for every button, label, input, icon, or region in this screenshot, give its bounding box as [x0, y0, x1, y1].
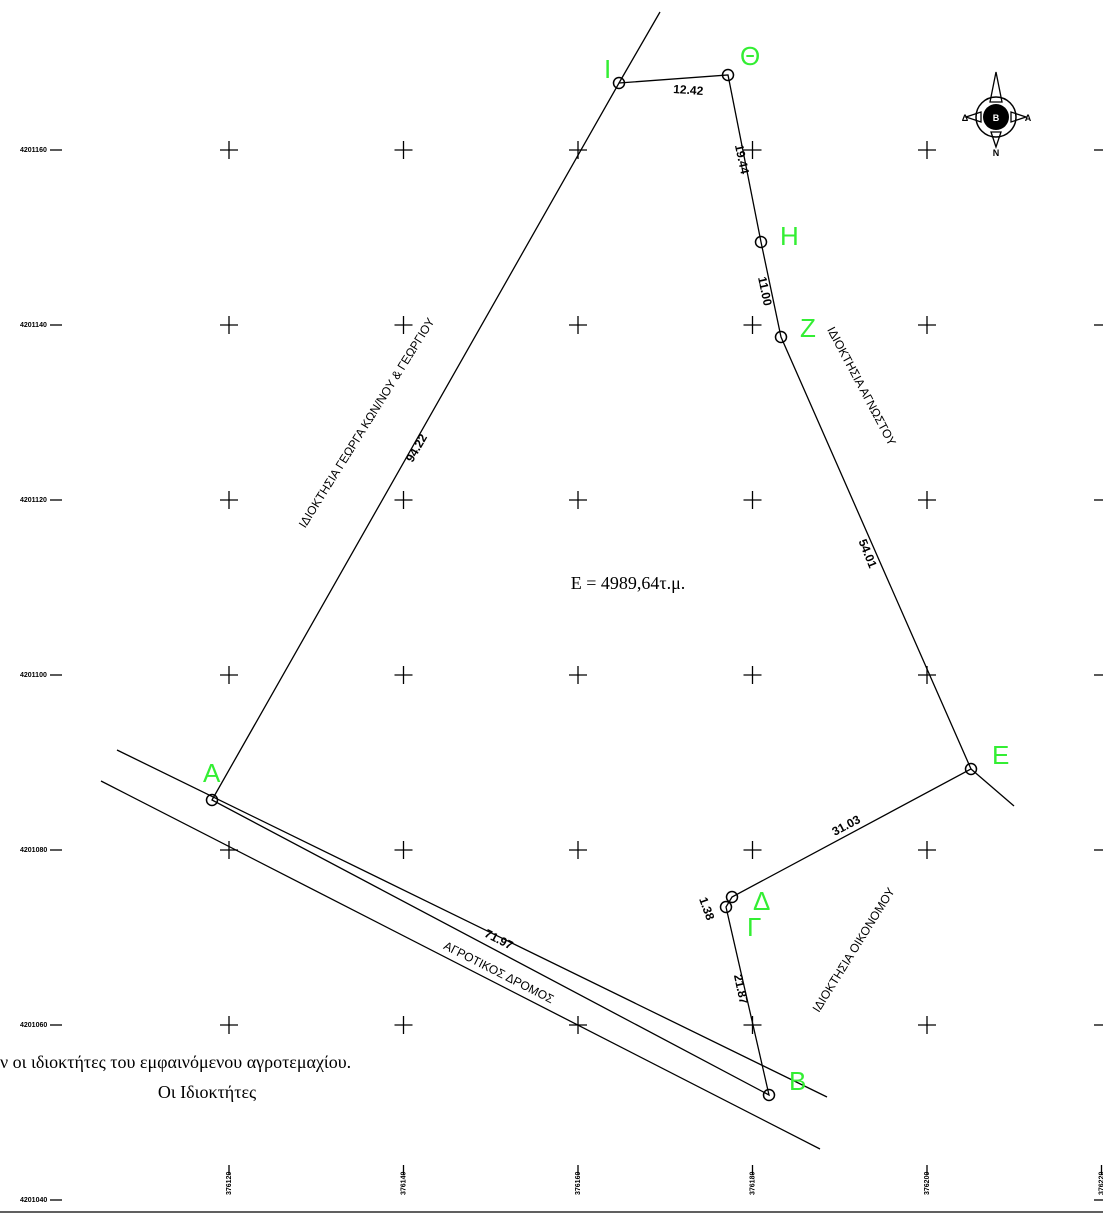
- point-label: Θ: [740, 41, 760, 71]
- point-marker: [725, 890, 739, 904]
- point-label: Ζ: [800, 313, 816, 343]
- point-marker: [762, 1088, 776, 1102]
- point-marker: [774, 330, 788, 344]
- point-marker: [721, 68, 735, 82]
- property-label: ΙΔΙΟΚΤΗΣΙΑ ΟΙΚΟΝΟΜΟΥ: [810, 885, 898, 1015]
- road-edge: [116, 749, 828, 1098]
- distance-label: 1.38: [696, 895, 717, 922]
- distance-label: 11.00: [755, 275, 775, 307]
- point-label: Δ: [753, 886, 770, 916]
- easting-label: 376200: [924, 1172, 931, 1195]
- northing-label: 4201120: [20, 497, 47, 504]
- point-marker: [754, 235, 768, 249]
- northing-label: 4201060: [20, 1022, 47, 1029]
- northing-label: 4201140: [20, 322, 47, 329]
- compass: [963, 71, 1029, 150]
- northing-label: 4201100: [20, 672, 47, 679]
- compass-letter: Ν: [993, 148, 1000, 158]
- point-marker: [719, 900, 733, 914]
- point-label: Α: [203, 758, 221, 788]
- compass-letter: Δ: [962, 113, 969, 123]
- property-label: ΑΓΡΟΤΙΚΟΣ ΔΡΟΜΟΣ: [441, 939, 556, 1007]
- northing-label: 4201160: [20, 147, 47, 154]
- distance-label: 31.03: [830, 812, 863, 839]
- northing-label: 4201080: [20, 847, 47, 854]
- compass-letter: Β: [993, 113, 1000, 123]
- distance-label: 19.44: [732, 143, 752, 176]
- easting-label: 376220: [1099, 1172, 1103, 1195]
- distance-label: 94.22: [403, 431, 430, 464]
- area-label: Ε = 4989,64τ.μ.: [571, 573, 686, 593]
- distance-label: 21.87: [731, 973, 751, 1006]
- property-label: ΙΔΙΟΚΤΗΣΙΑ ΑΓΝΩΣΤΟΥ: [824, 324, 899, 448]
- boundary-extension: [970, 768, 1015, 807]
- distance-label: 54.01: [856, 537, 880, 570]
- distance-label: 71.97: [482, 926, 515, 952]
- road-edge: [100, 780, 821, 1150]
- northing-label: 4201040: [20, 1197, 47, 1204]
- point-label: Η: [780, 221, 799, 251]
- point-marker: [205, 793, 219, 807]
- easting-label: 376180: [750, 1172, 757, 1195]
- easting-label: 376160: [575, 1172, 582, 1195]
- boundary-extension: [618, 11, 661, 84]
- easting-label: 376120: [226, 1172, 233, 1195]
- point-marker: [964, 762, 978, 776]
- distance-label: 12.42: [673, 82, 704, 98]
- compass-letter: Α: [1025, 113, 1032, 123]
- easting-label: 376140: [401, 1172, 408, 1195]
- note-line: ν οι ιδιοκτήτες του εμφαινόμενου αγροτεμ…: [0, 1052, 351, 1072]
- point-label: Ε: [992, 740, 1009, 770]
- point-marker: [612, 76, 626, 90]
- note-line: Οι Ιδιοκτήτες: [158, 1082, 256, 1102]
- point-label: Ι: [604, 54, 611, 84]
- point-label: Γ: [747, 912, 761, 942]
- parcel-boundary: [211, 74, 972, 1097]
- property-label: ΙΔΙΟΚΤΗΣΙΑ ΓΕΩΡΓΑ ΚΩΝ/ΝΟΥ & ΓΕΩΡΓΙΟΥ: [296, 315, 438, 530]
- point-label: Β: [789, 1066, 806, 1096]
